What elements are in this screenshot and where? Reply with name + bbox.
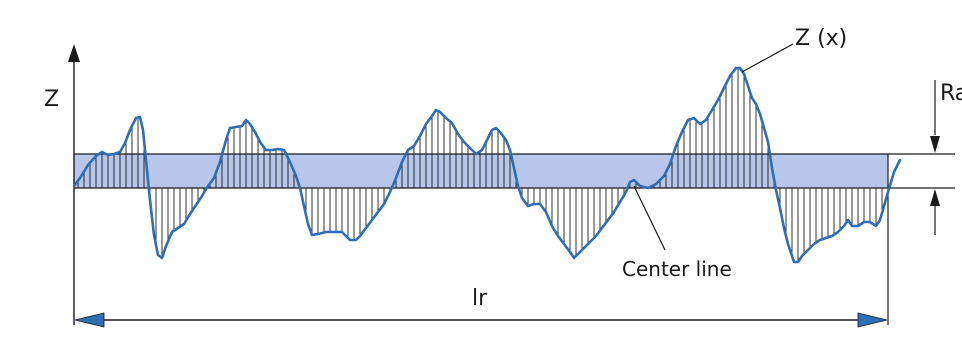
z-axis-label: Z — [44, 87, 59, 112]
hatch-above-center — [77, 68, 775, 188]
z-axis-arrowhead-icon — [68, 44, 80, 62]
ra-label: Ra — [940, 81, 962, 106]
center-line-label: Center line — [622, 257, 732, 281]
profile-label: Z (x) — [795, 26, 847, 51]
hatch-below-center — [149, 188, 883, 262]
length-label: lr — [472, 286, 488, 311]
center-line-leader — [633, 185, 666, 251]
profile-curve — [72, 66, 902, 264]
length-left-arrow-icon — [74, 312, 105, 328]
ra-top-arrow-icon — [930, 136, 940, 153]
length-right-arrow-icon — [857, 312, 888, 328]
ra-bottom-arrow-icon — [930, 189, 940, 206]
ra-band — [74, 154, 888, 188]
profile-leader-line — [741, 43, 794, 73]
